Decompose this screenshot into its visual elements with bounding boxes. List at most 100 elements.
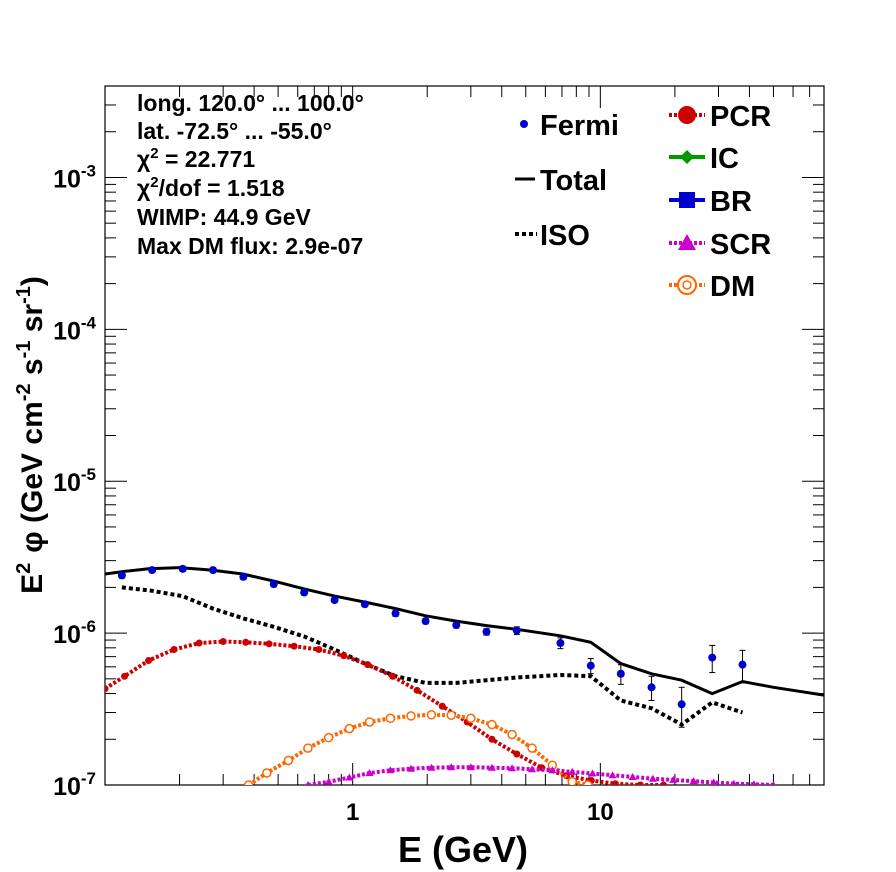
series-group [105,566,824,785]
dm-point [426,710,437,720]
info-chi2: χ2 = 22.771 [137,145,255,172]
y-tick-label: 10-7 [53,769,96,801]
pcr-point [121,672,129,680]
info-chi2dof-sup: 2 [150,174,158,191]
pcr-point [488,735,496,743]
info-chi2-dof: χ2/dof = 1.518 [137,174,285,201]
y-tick-exp: -3 [81,161,96,180]
pcr-line [105,639,664,785]
pcr-point [438,702,446,710]
y-tick-base: 10 [53,165,81,193]
fermi-point [178,564,187,573]
dm-point [323,732,334,743]
legend-ic: IC [669,143,739,175]
legend-scr: SCR [669,229,771,261]
dm-point [507,729,517,740]
y-tick-base: 10 [53,621,81,649]
y-label-sup3: -1 [13,341,35,359]
legend-left: Fermi Total ISO [515,110,619,252]
fermi-point [269,580,278,589]
info-dm-flux: Max DM flux: 2.9e-07 [137,233,363,259]
info-chi2dof-symbol: χ [137,175,151,201]
y-tick-exp: -6 [81,617,96,636]
scr-point [588,769,597,777]
pcr-point [195,639,203,647]
legend-pcr: PCR [669,101,771,133]
scr-point [305,781,311,785]
scr-point [508,764,517,772]
legend-pcr-label: PCR [710,101,771,133]
pcr-point [660,781,668,785]
y-label-base: E [16,574,49,594]
y-tick-label: 10-4 [53,313,96,345]
fermi-point [239,572,248,581]
scr-point [709,778,718,785]
y-label-mid1: s [16,358,49,383]
scr-point [608,771,617,779]
dm-point [283,755,294,766]
dm-point [527,743,537,753]
scr-point [386,766,395,774]
legend-iso-label: ISO [540,220,590,252]
legend-fermi-marker [520,120,528,128]
info-chi2-sup: 2 [150,145,158,162]
scr-point [406,764,415,772]
pcr-point [265,640,273,648]
y-tick-base: 10 [53,469,81,497]
fermi-point [360,600,369,609]
x-tick-label: 10 [587,799,614,826]
info-chi2dof-value: /dof = 1.518 [159,175,285,201]
scr-point [771,781,776,785]
fermi-point [148,566,157,575]
dm-point [567,777,577,785]
legend-fermi-label: Fermi [540,110,619,142]
legend-scr-label: SCR [710,229,771,261]
info-longitude: long. 120.0° ... 100.0° [137,90,364,116]
legend-total-label: Total [540,165,607,197]
scr-point [730,779,737,785]
pcr-point [364,661,372,669]
fermi-point [300,588,309,597]
y-label-end: ) [16,276,49,286]
pcr-point [611,780,619,785]
y-label-mid2: sr [16,304,49,341]
dm-point [344,723,355,734]
fermi-point [482,627,491,636]
scr-point [345,773,354,781]
fermi-point [586,661,595,670]
y-tick-label: 10-3 [53,161,96,193]
fermi-point [421,617,430,626]
pcr-point [219,638,227,646]
fermi-points [117,564,747,728]
dm-point [406,711,416,721]
y-tick-exp: -5 [81,465,96,484]
y-label-sup1: 2 [13,563,35,574]
dm-point [446,710,456,720]
info-chi2-value: = 22.771 [159,146,256,172]
pcr-point [105,685,109,693]
scr-point [528,765,537,773]
legend-dm-label: DM [710,271,755,303]
legend-br-label: BR [710,186,752,218]
fermi-point [647,683,656,692]
info-wimp: WIMP: 44.9 GeV [137,204,311,230]
scr-point [648,774,657,782]
fermi-point [117,571,126,580]
legend-fermi: Fermi [520,110,619,142]
scr-point [427,763,436,771]
fermi-point [452,621,461,630]
scr-point [447,763,456,771]
legend-dm: DM [669,271,755,303]
pcr-point [170,646,178,654]
fermi-point [616,669,625,678]
dm-point [303,743,313,753]
dm-point [243,780,254,785]
pcr-point [389,672,397,680]
y-tick-label: 10-5 [53,465,96,497]
y-tick-exp: -7 [81,769,96,788]
y-label-phi: φ (GeV cm [16,401,49,553]
pcr-point [413,686,421,694]
scr-point [628,772,637,780]
info-latitude: lat. -72.5° ... -55.0° [137,118,332,144]
